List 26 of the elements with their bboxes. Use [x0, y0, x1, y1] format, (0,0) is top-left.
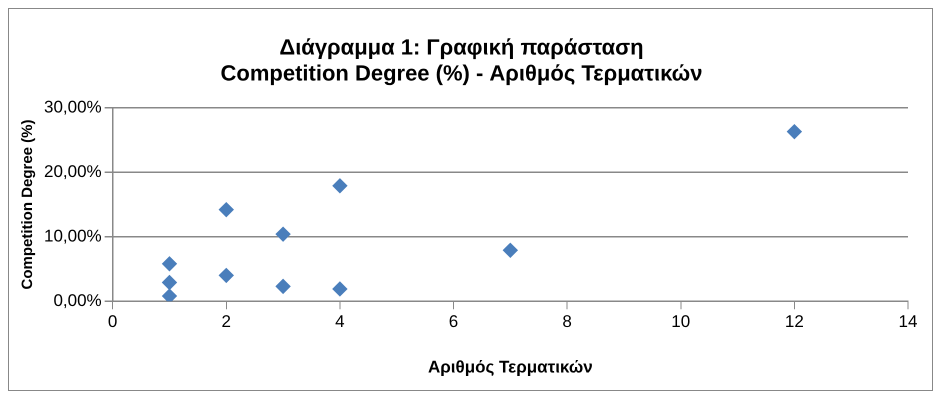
y-tick-label: 20,00%	[44, 162, 102, 181]
chart-title: Διάγραμμα 1: Γραφική παράσταση Competition Degree (%) - Αριθμός Τερματικών	[220, 34, 702, 86]
x-tick-label: 10	[671, 312, 690, 332]
x-axis-title: Αριθμός Τερματικών	[428, 357, 593, 376]
x-tick-label: 12	[784, 312, 804, 332]
point	[162, 256, 177, 272]
y-tick-label: 30,00%	[44, 97, 102, 116]
point	[786, 124, 802, 140]
x-tick-label: 4	[335, 312, 345, 332]
x-tick-label: 14	[898, 312, 918, 332]
point	[218, 268, 234, 283]
y-tick-label: 0,00%	[53, 290, 102, 310]
point	[162, 275, 177, 290]
point	[276, 278, 291, 294]
x-tick-label: 6	[448, 312, 458, 332]
point	[276, 226, 291, 242]
x-tick-label: 0	[108, 312, 118, 332]
point	[162, 288, 177, 302]
y-axis-title: Competition Degree (%)	[19, 119, 36, 290]
y-tick-label: 10,00%	[44, 226, 102, 246]
x-tick-label: 2	[222, 312, 232, 332]
point	[332, 281, 348, 296]
point	[502, 242, 518, 258]
point	[218, 202, 234, 218]
point	[332, 178, 348, 194]
x-tick-label: 8	[562, 312, 572, 332]
